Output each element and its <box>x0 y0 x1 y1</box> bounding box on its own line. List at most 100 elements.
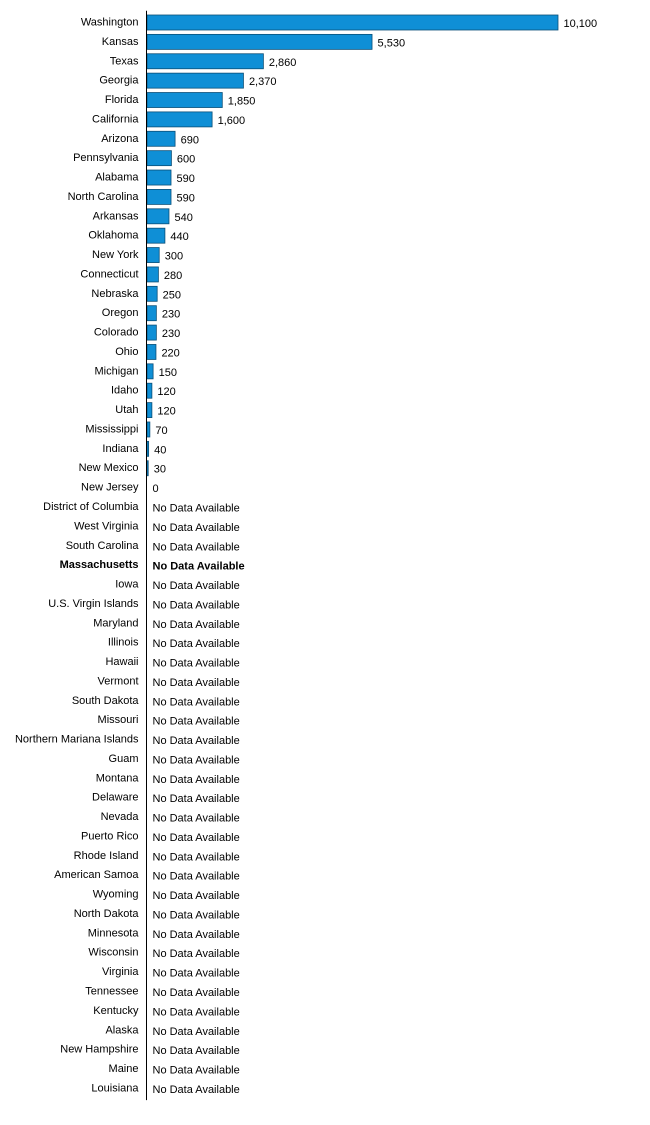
category-label-minnesota: Minnesota <box>88 927 140 939</box>
category-label-iowa: Iowa <box>115 579 139 591</box>
value-label-northern-mariana-islands: No Data Available <box>153 735 240 747</box>
value-label-district-of-columbia: No Data Available <box>153 503 240 515</box>
value-label-new-hampshire: No Data Available <box>153 1045 240 1057</box>
bar-florida[interactable] <box>146 92 223 108</box>
value-label-new-jersey: 0 <box>153 483 159 495</box>
bar-utah[interactable] <box>146 402 153 419</box>
bar-north-carolina[interactable] <box>146 189 172 205</box>
value-label-maine: No Data Available <box>153 1065 240 1077</box>
value-label-virginia: No Data Available <box>153 968 240 980</box>
category-label-northern-mariana-islands: Northern Mariana Islands <box>15 734 139 746</box>
bar-michigan[interactable] <box>146 363 154 380</box>
value-label-indiana: 40 <box>154 444 166 456</box>
bar-arkansas[interactable] <box>146 208 170 225</box>
category-label-georgia: Georgia <box>99 75 139 87</box>
value-label-mississippi: 70 <box>155 425 167 437</box>
value-label-new-mexico: 30 <box>154 464 166 476</box>
category-label-north-dakota: North Dakota <box>74 908 140 920</box>
bar-arizona[interactable] <box>146 130 176 147</box>
bar-new-mexico[interactable] <box>146 460 149 477</box>
value-label-kansas: 5,530 <box>378 37 406 49</box>
category-label-missouri: Missouri <box>98 714 139 726</box>
category-label-virginia: Virginia <box>102 966 139 978</box>
bar-texas[interactable] <box>146 53 264 70</box>
value-label-minnesota: No Data Available <box>153 929 240 941</box>
value-label-louisiana: No Data Available <box>153 1084 240 1096</box>
value-label-florida: 1,850 <box>228 96 256 108</box>
bar-nebraska[interactable] <box>146 285 158 302</box>
category-label-american-samoa: American Samoa <box>54 869 139 881</box>
value-label-missouri: No Data Available <box>153 716 240 728</box>
value-label-utah: 120 <box>157 406 175 418</box>
bar-connecticut[interactable] <box>146 266 159 283</box>
value-label-hawaii: No Data Available <box>153 658 240 670</box>
value-label-american-samoa: No Data Available <box>153 871 240 883</box>
category-label-new-jersey: New Jersey <box>81 482 139 494</box>
bar-ohio[interactable] <box>146 344 157 360</box>
bar-mississippi[interactable] <box>146 421 151 438</box>
category-label-illinois: Illinois <box>108 637 139 649</box>
category-label-maryland: Maryland <box>93 617 138 629</box>
value-label-nevada: No Data Available <box>153 813 240 825</box>
category-label-nebraska: Nebraska <box>91 288 139 300</box>
category-label-washington: Washington <box>81 17 139 29</box>
bar-indiana[interactable] <box>146 440 150 457</box>
value-label-maryland: No Data Available <box>153 619 240 631</box>
value-label-north-dakota: No Data Available <box>153 909 240 921</box>
bars-layer <box>146 14 559 477</box>
category-label-texas: Texas <box>110 55 139 67</box>
category-label-u-s-virgin-islands: U.S. Virgin Islands <box>48 598 139 610</box>
category-label-montana: Montana <box>96 772 140 784</box>
value-label-rhode-island: No Data Available <box>153 851 240 863</box>
value-label-washington: 10,100 <box>564 18 598 30</box>
bar-oklahoma[interactable] <box>146 227 166 244</box>
value-label-oregon: 230 <box>162 309 180 321</box>
category-label-kentucky: Kentucky <box>93 1005 139 1017</box>
category-label-oklahoma: Oklahoma <box>88 230 139 242</box>
category-label-new-hampshire: New Hampshire <box>60 1044 138 1056</box>
value-label-connecticut: 280 <box>164 270 182 282</box>
bar-new-york[interactable] <box>146 247 160 263</box>
category-label-south-dakota: South Dakota <box>72 695 140 707</box>
category-label-new-york: New York <box>92 249 139 261</box>
value-label-idaho: 120 <box>157 386 175 398</box>
bar-california[interactable] <box>146 111 213 128</box>
category-label-hawaii: Hawaii <box>105 656 138 668</box>
labels-layer: Washington 10,100 Kansas 5,530 Texas 2,860 Geo… <box>15 17 597 1096</box>
value-label-delaware: No Data Available <box>153 793 240 805</box>
value-label-guam: No Data Available <box>153 754 240 766</box>
value-label-montana: No Data Available <box>153 774 240 786</box>
category-label-kansas: Kansas <box>102 36 139 48</box>
category-label-arizona: Arizona <box>101 133 139 145</box>
bar-alabama[interactable] <box>146 169 172 186</box>
bar-oregon[interactable] <box>146 305 157 322</box>
category-label-florida: Florida <box>105 94 140 106</box>
value-label-massachusetts: No Data Available <box>153 561 245 573</box>
bar-idaho[interactable] <box>146 382 153 399</box>
value-label-alaska: No Data Available <box>153 1026 240 1038</box>
category-label-north-carolina: North Carolina <box>68 191 140 203</box>
value-label-michigan: 150 <box>159 367 177 379</box>
bar-washington[interactable] <box>146 14 559 31</box>
value-label-vermont: No Data Available <box>153 677 240 689</box>
bar-kansas[interactable] <box>146 33 373 50</box>
category-label-tennessee: Tennessee <box>85 986 138 998</box>
category-label-maine: Maine <box>109 1063 139 1075</box>
bar-pennsylvania[interactable] <box>146 150 172 167</box>
bar-georgia[interactable] <box>146 72 244 89</box>
category-label-vermont: Vermont <box>98 675 139 687</box>
value-label-wyoming: No Data Available <box>153 890 240 902</box>
bar-colorado[interactable] <box>146 324 157 341</box>
value-label-arizona: 690 <box>181 134 199 146</box>
value-label-georgia: 2,370 <box>249 76 277 88</box>
value-label-iowa: No Data Available <box>153 580 240 592</box>
value-label-colorado: 230 <box>162 328 180 340</box>
category-label-pennsylvania: Pennsylvania <box>73 152 139 164</box>
category-label-oregon: Oregon <box>102 307 139 319</box>
value-label-north-carolina: 590 <box>177 192 195 204</box>
category-label-louisiana: Louisiana <box>91 1082 139 1094</box>
category-label-massachusetts: Massachusetts <box>60 559 139 571</box>
category-label-michigan: Michigan <box>94 365 138 377</box>
value-label-alabama: 590 <box>177 173 195 185</box>
category-label-puerto-rico: Puerto Rico <box>81 830 138 842</box>
